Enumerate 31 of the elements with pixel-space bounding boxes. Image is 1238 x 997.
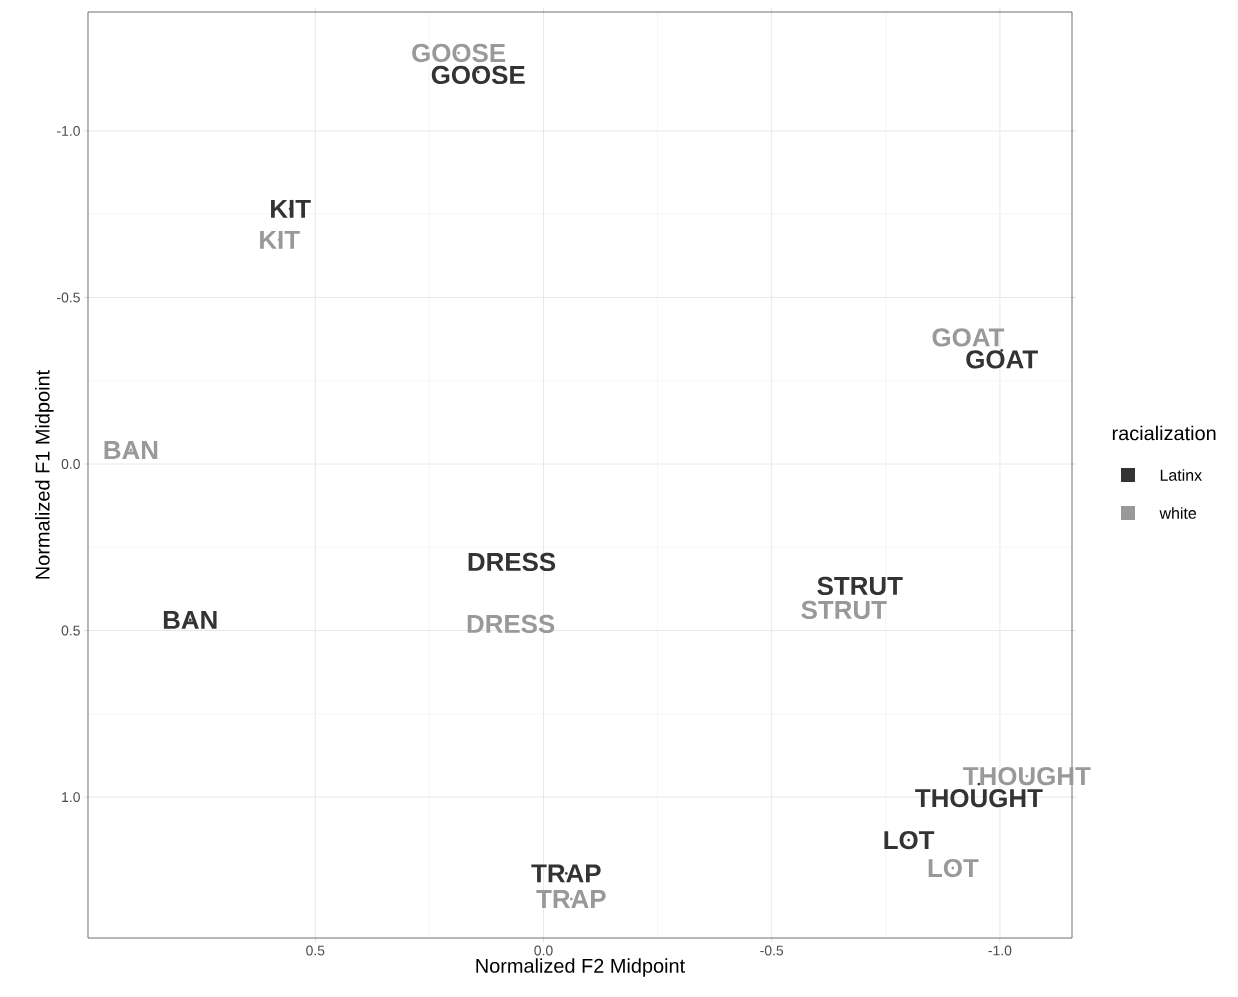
x-tick-label: 0.0 xyxy=(534,945,553,956)
data-label: LOT xyxy=(884,830,935,850)
data-label: KIT xyxy=(260,230,300,249)
data-label: BAN xyxy=(163,610,217,629)
data-label: LOT xyxy=(928,858,979,878)
y-axis-title: Normalized F1 Midpoint xyxy=(35,370,54,579)
data-label: GOOSE xyxy=(412,43,506,63)
x-tick-label: -0.5 xyxy=(760,945,784,956)
data-label: STRUT xyxy=(801,600,887,620)
data-label: STRUT xyxy=(817,576,903,596)
y-tick-label: 0.5 xyxy=(61,625,80,636)
data-label: TRAP xyxy=(536,890,606,908)
x-tick-label: -1.0 xyxy=(988,945,1012,956)
legend-label: white xyxy=(1159,507,1197,519)
legend-title: racialization xyxy=(1112,425,1216,441)
data-label: DRESS xyxy=(468,552,556,572)
y-tick-label: -0.5 xyxy=(57,292,80,303)
data-label: DRESS xyxy=(467,614,555,634)
data-label: BAN xyxy=(104,441,158,459)
x-tick-label: 0.5 xyxy=(306,945,325,956)
data-label: TRAP xyxy=(531,864,601,883)
legend-label: Latinx xyxy=(1160,469,1202,481)
y-tick-label: 0.0 xyxy=(61,459,80,469)
y-tick-label: -1.0 xyxy=(57,125,80,136)
data-label: GOAT xyxy=(932,328,1005,347)
x-axis-title: Normalized F2 Midpoint xyxy=(476,958,685,977)
y-tick-label: 1.0 xyxy=(62,792,80,803)
data-label: GOAT xyxy=(966,350,1038,369)
data-label: KIT xyxy=(271,199,311,218)
data-label: GOOSE xyxy=(431,65,525,85)
data-label: THOUGHT xyxy=(915,788,1043,808)
